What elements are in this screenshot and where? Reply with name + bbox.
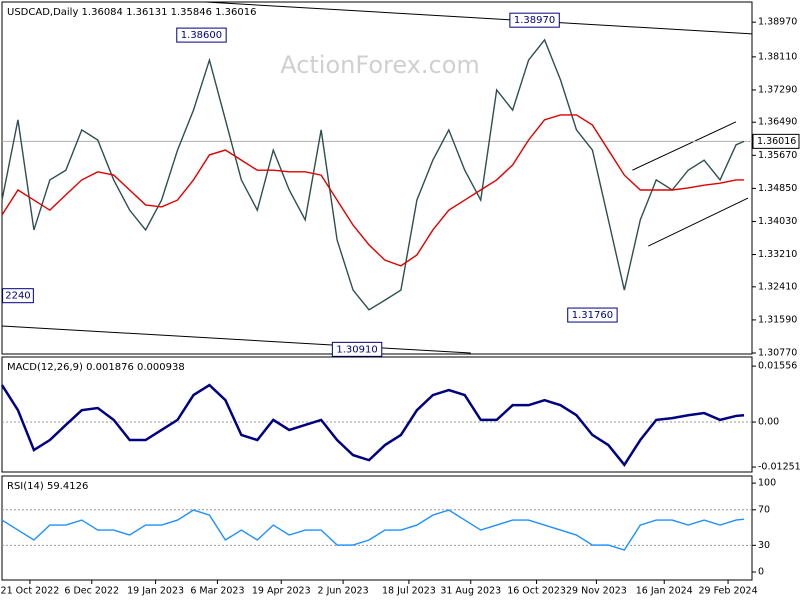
y-tick-label: 1.38970 [758,17,797,28]
y-tick-label: 30 [758,540,770,551]
y-tick-label: 100 [758,478,776,489]
series-line [1,509,745,551]
watermark: ActionForex.com [280,51,480,79]
y-tick-label: 0 [758,567,764,578]
x-tick-label: 31 Aug 2023 [440,586,501,597]
annotation-box [331,341,383,357]
annotation-box [176,27,227,43]
panel-frame [1,475,753,581]
panel-title: MACD(12,26,9) 0.001876 0.000938 [7,362,185,373]
y-tick-label: 1.34030 [758,216,797,227]
annotation-box [2,288,34,304]
annotation-label: 1.38600 [181,30,222,41]
annotation-box [567,307,618,323]
y-tick-label: 1.31590 [758,314,797,325]
annotation-label: 2240 [5,291,30,302]
x-tick-label: 6 Dec 2022 [64,586,119,597]
y-tick-label: 1.38110 [758,51,797,62]
y-tick-label: -0.012519 [758,462,800,473]
y-tick-label: 70 [758,504,770,515]
x-tick-label: 21 Oct 2022 [1,586,60,597]
series-line [1,114,745,267]
annotation-label: 1.30910 [336,344,377,355]
y-tick-label: 0.01556 [758,361,797,372]
x-tick-label: 29 Nov 2023 [566,586,627,597]
y-tick-label: 1.33210 [758,249,797,260]
trend-line [205,1,753,35]
x-tick-label: 19 Apr 2023 [252,586,311,597]
y-tick-label: 1.35670 [758,150,797,161]
last-price-label: 1.36016 [757,136,796,147]
x-tick-label: 18 Jul 2023 [382,586,436,597]
x-tick-label: 2 Jun 2023 [318,586,369,597]
series-line [1,38,745,311]
trend-line [1,325,471,354]
x-tick-label: 6 Mar 2023 [190,586,244,597]
annotation-label: 1.31760 [572,310,613,321]
panel-title: RSI(14) 59.4126 [7,481,88,492]
panel-frame [1,356,753,473]
x-tick-label: 19 Jan 2023 [127,586,184,597]
y-tick-label: 1.30770 [758,347,797,358]
annotation-box [509,12,560,28]
y-tick-label: 1.37290 [758,84,797,95]
x-tick-label: 16 Jan 2024 [636,586,693,597]
last-price-box [752,133,800,149]
annotation-label: 1.38970 [514,15,555,26]
x-tick-label: 29 Feb 2024 [699,586,758,597]
y-tick-label: 1.36490 [758,117,797,128]
trend-line [632,121,737,171]
x-tick-label: 16 Oct 2023 [507,586,566,597]
trend-line [648,197,749,247]
y-tick-label: 1.32410 [758,281,797,292]
y-tick-label: 1.34850 [758,183,797,194]
panel-title: USDCAD,Daily 1.36084 1.36131 1.35846 1.3… [7,7,257,18]
y-tick-label: 0.00 [758,417,779,428]
series-line [0,383,745,467]
